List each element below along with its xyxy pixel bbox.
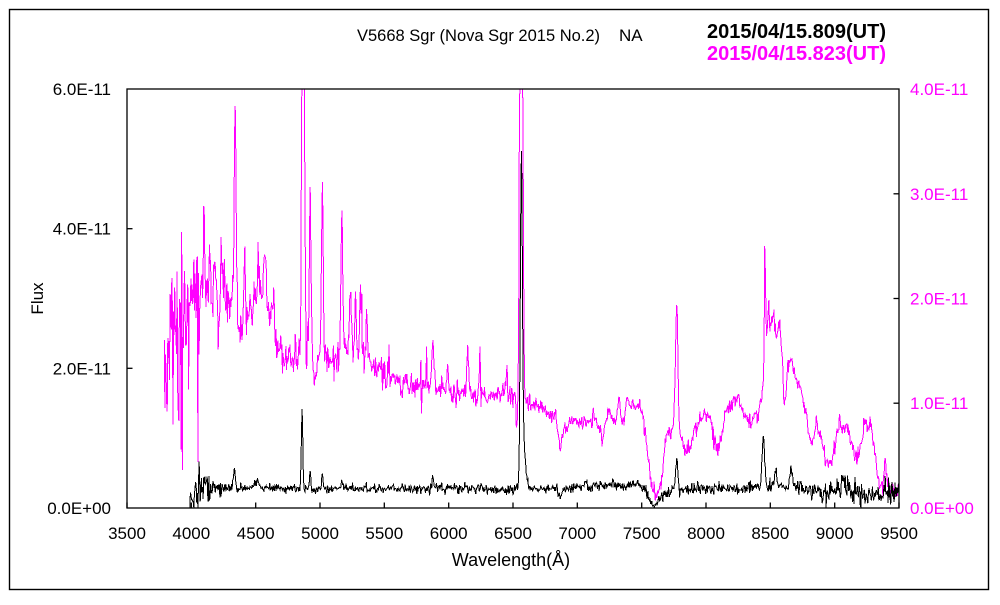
svg-text:9000: 9000 [816, 524, 854, 543]
svg-text:9500: 9500 [880, 524, 918, 543]
svg-text:Wavelength(Å): Wavelength(Å) [452, 550, 570, 570]
svg-text:5500: 5500 [365, 524, 403, 543]
svg-text:4.0E-11: 4.0E-11 [910, 80, 968, 99]
svg-text:V5668 Sgr (Nova Sgr 2015 No.2): V5668 Sgr (Nova Sgr 2015 No.2) [357, 27, 600, 45]
svg-text:5000: 5000 [301, 524, 339, 543]
svg-text:NA: NA [619, 26, 643, 45]
svg-text:2.0E-11: 2.0E-11 [910, 290, 968, 309]
svg-text:4000: 4000 [172, 524, 210, 543]
svg-text:4.0E-11: 4.0E-11 [53, 220, 111, 239]
svg-text:6000: 6000 [430, 524, 468, 543]
svg-text:3500: 3500 [108, 524, 146, 543]
svg-text:6.0E-11: 6.0E-11 [53, 80, 111, 99]
svg-text:7500: 7500 [623, 524, 661, 543]
svg-text:8500: 8500 [751, 524, 789, 543]
svg-text:Flux: Flux [28, 282, 47, 315]
svg-text:8000: 8000 [687, 524, 725, 543]
svg-text:4500: 4500 [237, 524, 275, 543]
svg-text:0.0E+00: 0.0E+00 [910, 499, 974, 518]
svg-text:2.0E-11: 2.0E-11 [53, 359, 111, 378]
svg-text:2015/04/15.809(UT): 2015/04/15.809(UT) [707, 21, 886, 43]
svg-text:2015/04/15.823(UT): 2015/04/15.823(UT) [707, 43, 886, 65]
svg-text:0.0E+00: 0.0E+00 [47, 499, 111, 518]
svg-text:7000: 7000 [558, 524, 596, 543]
svg-text:6500: 6500 [494, 524, 532, 543]
svg-text:3.0E-11: 3.0E-11 [910, 185, 968, 204]
svg-text:1.0E-11: 1.0E-11 [910, 394, 968, 413]
